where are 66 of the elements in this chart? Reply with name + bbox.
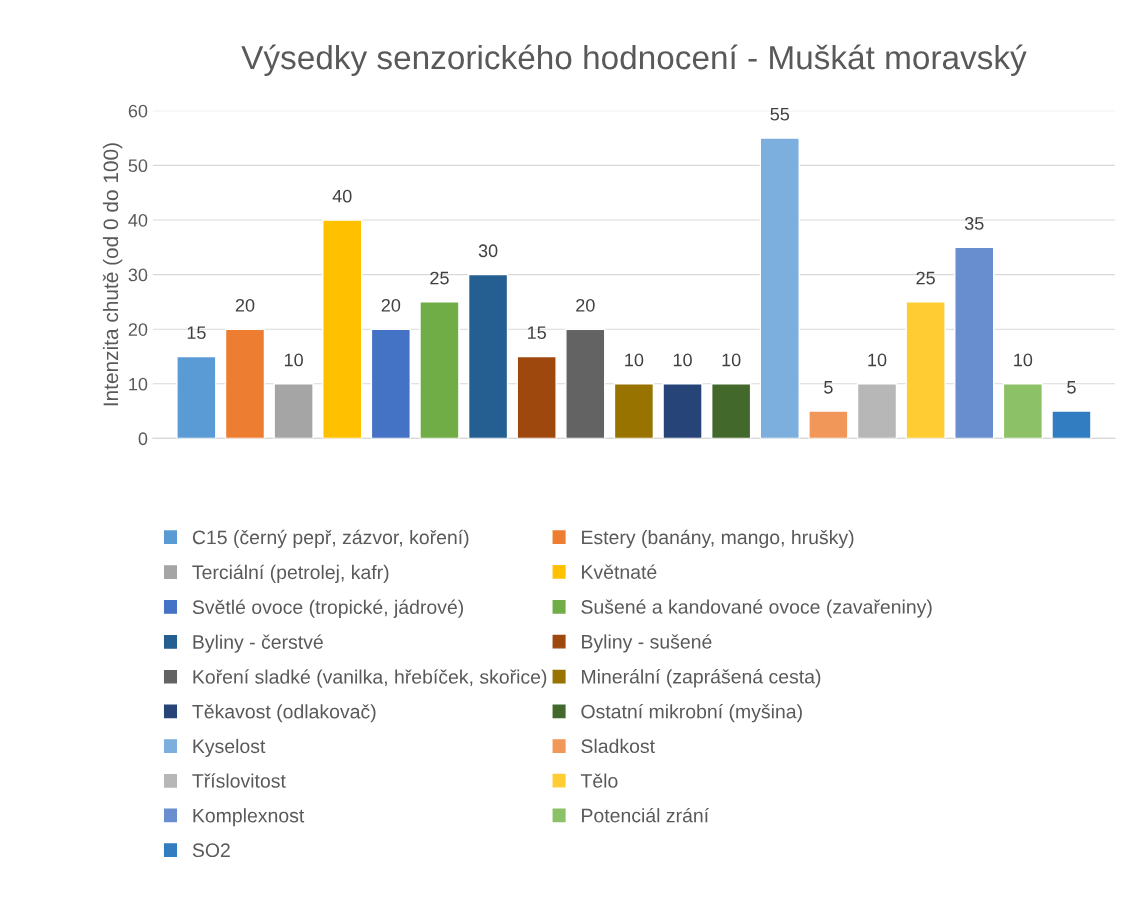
bar: [224, 328, 266, 439]
bar: [613, 383, 655, 439]
data-label: 15: [187, 326, 206, 340]
bar: [1051, 410, 1092, 439]
data-label: 10: [284, 353, 303, 367]
chart-title: Výsedky senzorického hodnocení - Muškát moravský: [241, 44, 1027, 77]
legend-label: Tříslovitost: [192, 773, 286, 788]
bar: [467, 273, 509, 439]
legend-label: Byliny - sušené: [582, 634, 712, 653]
legend-label: Koření sladké (vanilka, hřebíček, skořice): [193, 669, 547, 688]
bar: [565, 328, 606, 439]
legend-label: Minerální (zaprášená cesta): [582, 669, 821, 688]
legend-label: Byliny - čerstvé: [193, 634, 323, 653]
data-label: 10: [1014, 353, 1033, 367]
bar: [419, 301, 460, 439]
legend-label: Těkavost (odlakovač): [192, 704, 376, 723]
data-label: 55: [770, 108, 790, 121]
y-tick-label: 20: [128, 323, 148, 336]
bar: [905, 301, 946, 439]
bar: [856, 383, 898, 439]
data-label: 15: [528, 326, 546, 340]
data-label: 20: [576, 298, 595, 312]
bar: [711, 383, 752, 439]
data-label: 5: [824, 381, 833, 394]
legend-label: Komplexnost: [193, 808, 305, 827]
legend-label: Světlé ovoce (tropické, jádrové): [192, 599, 464, 618]
y-tick-label: 60: [128, 104, 148, 118]
bar: [662, 383, 703, 439]
bar: [370, 328, 411, 439]
data-label: 5: [1067, 381, 1076, 394]
data-label: 10: [673, 353, 692, 367]
bar: [1002, 383, 1043, 439]
y-axis-title: Intenzita chutě (od 0 do 100): [102, 143, 123, 406]
y-tick-label: 30: [128, 268, 148, 282]
data-label: 20: [235, 298, 255, 312]
legend-label: C15 (černý pepř, zázvor, koření): [192, 529, 469, 549]
y-tick-label: 0: [138, 432, 148, 446]
bar: [759, 137, 800, 439]
bar: [176, 355, 217, 439]
legend-label: Kyselost: [193, 738, 266, 757]
bar: [516, 355, 557, 439]
data-label: 35: [964, 217, 984, 230]
legend-label: Květnaté: [582, 564, 657, 579]
legend-label: Tělo: [580, 773, 618, 788]
data-label: 25: [916, 271, 935, 285]
data-label: 10: [868, 353, 887, 367]
data-label: 30: [478, 244, 498, 258]
legend-label: Terciální (petrolej, kafr): [192, 564, 389, 583]
y-tick-label: 50: [128, 159, 148, 173]
legend-label: Estery (banány, mango, hrušky): [582, 529, 854, 549]
bar: [954, 246, 995, 439]
legend-label: Sladkost: [581, 738, 655, 754]
bar: [808, 410, 849, 439]
data-label: 40: [332, 189, 352, 203]
legend-label: SO2: [192, 843, 230, 858]
bar: [322, 219, 363, 439]
data-label: 10: [722, 353, 741, 367]
legend-label: Sušené a kandované ovoce (zavařeniny): [581, 599, 932, 618]
bar: [273, 383, 314, 439]
legend-label: Potenciál zrání: [582, 807, 709, 823]
y-tick-label: 10: [129, 377, 148, 391]
legend-label: Ostatní mikrobní (myšina): [581, 703, 802, 723]
data-label: 10: [625, 353, 644, 367]
y-tick-label: 40: [128, 213, 148, 227]
data-label: 25: [430, 271, 449, 285]
data-label: 20: [381, 298, 401, 312]
